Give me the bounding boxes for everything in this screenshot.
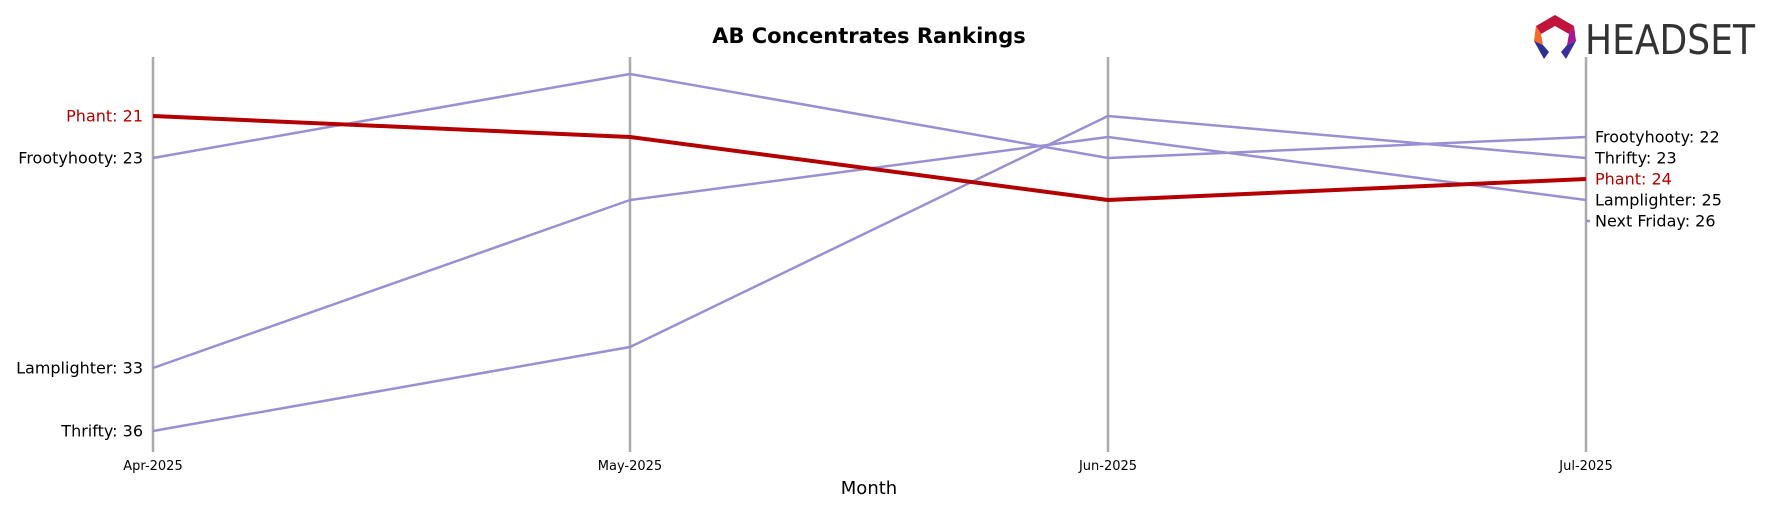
gridlines (151, 57, 1588, 452)
start-label-0: Phant: 21 (66, 107, 143, 126)
start-label-1: Frootyhooty: 23 (18, 149, 143, 168)
end-label-3: Lamplighter: 25 (1595, 191, 1722, 210)
start-label-2: Lamplighter: 33 (16, 359, 143, 378)
x-tick-jul-2025: Jul-2025 (1558, 459, 1612, 474)
headset-logo: HEADSET (1534, 15, 1756, 64)
series-line-thrifty (152, 114, 1587, 433)
x-axis-label: Month (841, 478, 897, 499)
chart-title: AB Concentrates Rankings (712, 24, 1026, 48)
series-line-lamplighter (152, 135, 1587, 370)
end-label-0: Frootyhooty: 22 (1595, 128, 1720, 147)
series-labels: Phant: 21 Frootyhooty: 23 Lamplighter: 33 T… (16, 107, 1722, 441)
series-line-frootyhooty (152, 72, 1587, 160)
logo-text: HEADSET (1585, 16, 1756, 64)
end-label-2: Phant: 24 (1595, 170, 1672, 189)
series-lines (152, 72, 1590, 433)
headset-logo-icon (1534, 15, 1576, 59)
series-line-phant (152, 114, 1587, 202)
x-tick-labels: Apr-2025 May-2025 Jun-2025 Jul-2025 (123, 459, 1612, 474)
x-tick-may-2025: May-2025 (598, 459, 662, 474)
end-label-1: Thrifty: 23 (1594, 149, 1677, 168)
end-label-4: Next Friday: 26 (1595, 212, 1716, 231)
x-tick-apr-2025: Apr-2025 (123, 459, 182, 474)
x-tick-jun-2025: Jun-2025 (1078, 459, 1137, 474)
start-label-3: Thrifty: 36 (60, 422, 143, 441)
